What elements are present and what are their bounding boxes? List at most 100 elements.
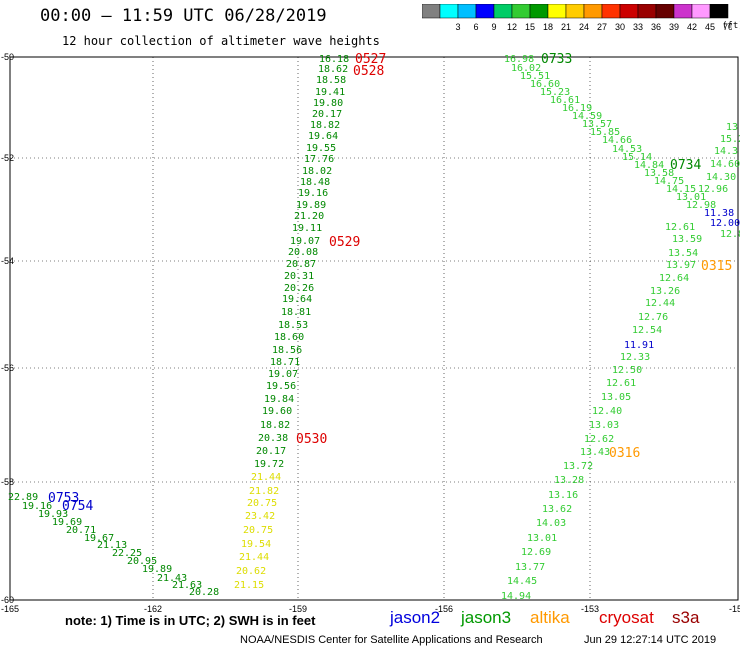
- pass-time-label: 0529: [329, 235, 360, 250]
- latitude-tick-label: -52: [1, 153, 14, 163]
- wave-height-reading: 22.25: [112, 548, 142, 559]
- unit-label: (ft): [722, 21, 740, 31]
- satellite-jason3-label: jason3: [461, 608, 512, 627]
- longitude-tick-label: -162: [144, 604, 162, 614]
- wave-height-reading: 19.93: [38, 509, 68, 520]
- color-bin-label: 9: [491, 22, 496, 32]
- wave-height-reading: 19.11: [292, 223, 322, 234]
- wave-height-reading: 18.58: [316, 75, 346, 86]
- wave-height-reading: 18.48: [300, 177, 330, 188]
- wave-height-reading: 19.64: [282, 294, 312, 305]
- wave-height-reading: 16.18: [319, 54, 349, 65]
- wave-height-reading: 12.61: [606, 378, 636, 389]
- pass-time-label: 0754: [62, 499, 93, 514]
- wave-height-reading: 18.81: [281, 307, 311, 318]
- color-bin-label: 6: [473, 22, 478, 32]
- wave-height-reading: 13.03: [589, 420, 619, 431]
- wave-height-reading: 20.75: [247, 498, 277, 509]
- latitude-tick-label: -54: [1, 256, 14, 266]
- wave-height-reading: 20.17: [312, 109, 342, 120]
- color-bin-label: 33: [633, 22, 643, 32]
- wave-height-reading: 19.07: [290, 236, 320, 247]
- wave-height-reading: 18.56: [272, 345, 302, 356]
- wave-height-reading: 14.84: [634, 160, 664, 171]
- wave-height-reading: 13: [726, 122, 738, 133]
- wave-height-reading: 13.62: [542, 504, 572, 515]
- wave-height-reading: 12.61: [665, 222, 695, 233]
- pass-time-label: 0733: [541, 52, 572, 67]
- wave-height-reading: 18.82: [260, 420, 290, 431]
- wave-height-reading: 21.44: [251, 472, 281, 483]
- wave-height-reading: 13.54: [668, 248, 698, 259]
- pass-time-label: 0528: [353, 64, 384, 79]
- wave-height-reading: 19.54: [241, 539, 271, 550]
- latitude-tick-label: -50: [1, 52, 14, 62]
- pass-time-label: 0527: [355, 52, 386, 67]
- wave-height-reading: 14.94: [501, 591, 531, 602]
- longitude-tick-label: -165: [1, 604, 19, 614]
- wave-height-reading: 14.53: [612, 144, 642, 155]
- wave-height-reading: 11.91: [624, 340, 654, 351]
- wave-height-reading: 15.85: [590, 127, 620, 138]
- wave-height-reading: 19.67: [84, 533, 114, 544]
- longitude-tick-label: -156: [435, 604, 453, 614]
- color-scale-legend: 3 6 9 12 15 18 21 24 27 30 33 36 39 42 45 70: [422, 4, 732, 32]
- wave-height-reading: 20.75: [243, 525, 273, 536]
- wave-height-reading: 13.58: [644, 168, 674, 179]
- wave-height-reading: 13.59: [672, 234, 702, 245]
- wave-height-reading: 17.76: [304, 154, 334, 165]
- color-bin-label: 24: [579, 22, 589, 32]
- latitude-tick-label: -56: [1, 363, 14, 373]
- wave-height-reading: 20.87: [286, 259, 316, 270]
- wave-height-reading: 19.16: [22, 501, 52, 512]
- wave-height-reading: 19.84: [264, 394, 294, 405]
- wave-height-reading: 13.43: [580, 447, 610, 458]
- wave-height-reading: 12.64: [659, 273, 689, 284]
- color-bin-label: 39: [669, 22, 679, 32]
- color-bin-label: 15: [525, 22, 535, 32]
- wave-height-reading: 18.53: [278, 320, 308, 331]
- wave-height-reading: 14.60: [710, 159, 740, 170]
- wave-height-reading: 21.43: [157, 573, 187, 584]
- wave-height-reading: 21.82: [249, 486, 279, 497]
- wave-height-reading: 20.71: [66, 525, 96, 536]
- wave-height-reading: 12.8: [720, 229, 740, 240]
- pass-time-label: 0734: [670, 158, 701, 173]
- wave-height-reading: 13.28: [554, 475, 584, 486]
- wave-height-reading: 19.72: [254, 459, 284, 470]
- color-bin-label: 42: [687, 22, 697, 32]
- wave-height-reading: 19.55: [306, 143, 336, 154]
- wave-height-reading: 13.97: [666, 260, 696, 271]
- wave-height-reading: 14.30: [706, 172, 736, 183]
- wave-height-reading: 14.45: [507, 576, 537, 587]
- wave-height-reading: 21.20: [294, 211, 324, 222]
- color-bin-label: 36: [651, 22, 661, 32]
- wave-height-reading: 14.03: [536, 518, 566, 529]
- wave-height-reading: 13.01: [527, 533, 557, 544]
- footnote: note: 1) Time is in UTC; 2) SWH is in fe…: [65, 613, 316, 628]
- wave-height-reading: 12.33: [620, 352, 650, 363]
- satellite-jason2-label: jason2: [390, 608, 441, 627]
- wave-height-reading: 20.26: [284, 283, 314, 294]
- color-bin-label: 27: [597, 22, 607, 32]
- satellite-cryosat-label: cryosat: [599, 608, 654, 627]
- wave-height-reading: 18.02: [302, 166, 332, 177]
- wave-height-reading: 13.57: [582, 119, 612, 130]
- wave-height-reading: 18.62: [318, 64, 348, 75]
- wave-height-reading: 15.51: [520, 71, 550, 82]
- pass-time-label: 0753: [48, 491, 79, 506]
- wave-height-reading: 11.38: [704, 208, 734, 219]
- wave-height-reading: 19.80: [313, 98, 343, 109]
- wave-height-reading: 12.54: [632, 325, 662, 336]
- wave-height-reading: 13.72: [563, 461, 593, 472]
- wave-height-reading: 20.38: [258, 433, 288, 444]
- credit-line: NOAA/NESDIS Center for Satellite Applica…: [240, 634, 543, 646]
- wave-height-reading: 19.56: [266, 381, 296, 392]
- wave-height-reading: 19.64: [308, 131, 338, 142]
- color-bin-label: 18: [543, 22, 553, 32]
- wave-height-reading: 19.16: [298, 188, 328, 199]
- wave-height-reading: 12.76: [638, 312, 668, 323]
- chart-title: 00:00 – 11:59 UTC 06/28/2019: [40, 6, 327, 26]
- wave-height-reading: 14.59: [572, 111, 602, 122]
- wave-height-reading: 20.28: [189, 587, 219, 598]
